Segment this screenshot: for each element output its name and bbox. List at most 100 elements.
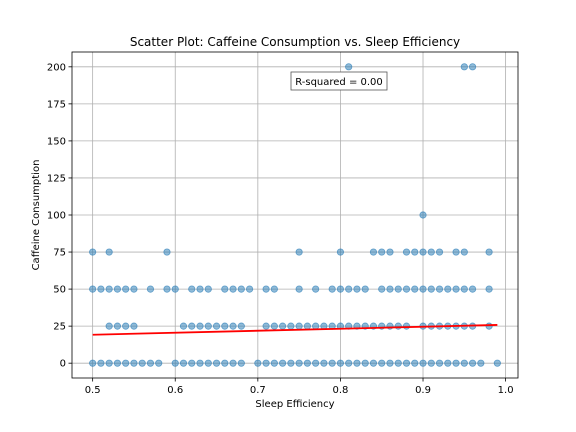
data-point [98,286,104,292]
data-point [494,360,500,366]
data-point [271,323,277,329]
data-point [395,286,401,292]
data-point [131,360,137,366]
data-point [478,360,484,366]
data-point [445,360,451,366]
x-tick-label: 0.7 [250,385,266,396]
data-point [222,360,228,366]
data-point [379,286,385,292]
y-tick-label: 100 [47,211,66,222]
data-point [403,360,409,366]
data-point [445,286,451,292]
data-point [89,286,95,292]
data-point [461,249,467,255]
y-axis-ticks: 0255075100125150175200 [47,62,72,369]
data-point [255,360,261,366]
data-point [412,360,418,366]
x-axis-label: Sleep Efficiency [255,399,334,410]
data-point [453,286,459,292]
data-point [428,286,434,292]
data-point [172,286,178,292]
chart-title: Scatter Plot: Caffeine Consumption vs. S… [130,35,460,49]
data-point [263,360,269,366]
y-tick-label: 200 [47,62,66,73]
data-point [304,360,310,366]
data-point [337,360,343,366]
data-point [122,360,128,366]
data-point [222,323,228,329]
data-point [147,360,153,366]
data-point [288,360,294,366]
data-point [420,286,426,292]
data-point [197,286,203,292]
data-point [189,323,195,329]
data-point [461,64,467,70]
x-tick-label: 0.6 [167,385,183,396]
data-point [420,212,426,218]
data-point [197,360,203,366]
data-point [122,286,128,292]
data-point [428,360,434,366]
y-tick-label: 75 [53,248,66,259]
data-point [164,286,170,292]
data-point [403,323,409,329]
data-point [263,323,269,329]
data-point [296,323,302,329]
x-tick-label: 0.9 [415,385,431,396]
data-point [180,360,186,366]
data-point [230,323,236,329]
data-point [370,360,376,366]
data-point [412,249,418,255]
data-point [197,323,203,329]
data-point [189,286,195,292]
data-point [230,286,236,292]
data-point [89,249,95,255]
y-tick-label: 125 [47,173,66,184]
data-point [263,286,269,292]
data-point [403,249,409,255]
data-point [312,323,318,329]
data-point [345,360,351,366]
data-point [312,286,318,292]
data-point [395,323,401,329]
data-point [420,249,426,255]
data-point [238,286,244,292]
x-tick-label: 0.5 [85,385,101,396]
data-point [304,323,310,329]
data-point [213,360,219,366]
data-point [370,249,376,255]
data-point [469,286,475,292]
r-squared-annotation: R-squared = 0.00 [291,72,387,90]
data-point [131,323,137,329]
y-tick-label: 150 [47,136,66,147]
data-point [106,360,112,366]
data-point [461,360,467,366]
data-point [436,360,442,366]
data-point [114,360,120,366]
data-point [106,323,112,329]
data-point [106,286,112,292]
r-squared-text: R-squared = 0.00 [295,77,383,88]
data-point [362,360,368,366]
data-point [205,323,211,329]
data-point [436,286,442,292]
data-point [420,360,426,366]
data-point [164,249,170,255]
data-point [114,286,120,292]
data-point [469,64,475,70]
data-point [395,360,401,366]
data-point [337,249,343,255]
data-point [387,360,393,366]
data-point [122,323,128,329]
y-tick-label: 50 [53,285,66,296]
y-tick-label: 25 [53,322,66,333]
data-point [486,323,492,329]
x-axis-ticks: 0.5 0.6 0.7 0.8 0.9 1.0 [85,378,514,396]
data-point [238,323,244,329]
data-point [106,249,112,255]
data-point [271,286,277,292]
data-point [296,286,302,292]
data-point [337,286,343,292]
data-point [279,323,285,329]
